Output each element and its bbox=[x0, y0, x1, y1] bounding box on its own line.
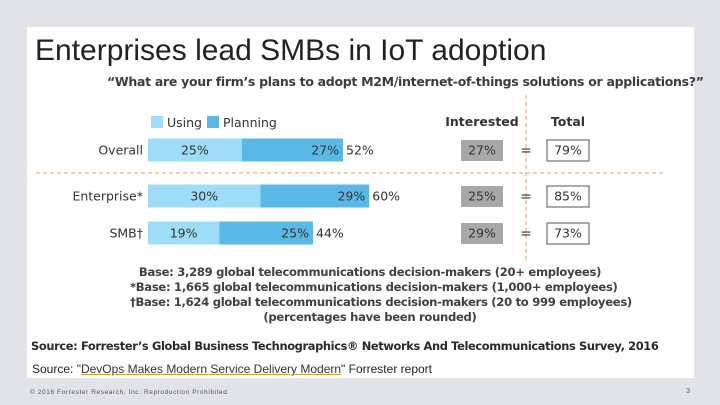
report-source-suffix: " Forrester report bbox=[341, 362, 432, 376]
chart-question: “What are your firm’s plans to adopt M2M… bbox=[107, 74, 704, 89]
base-note: †Base: 1,624 global telecommunications d… bbox=[130, 295, 632, 309]
base-note: Base: 3,289 global telecommunications de… bbox=[138, 265, 602, 279]
base-note: *Base: 1,665 global telecommunications d… bbox=[130, 280, 618, 294]
slide-title: Enterprises lead SMBs in IoT adoption bbox=[35, 34, 547, 67]
page-number: 3 bbox=[686, 388, 690, 395]
report-source-prefix: Source: " bbox=[32, 362, 81, 376]
copyright: © 2016 Forrester Research, Inc. Reproduc… bbox=[30, 389, 228, 396]
base-notes: Base: 3,289 global telecommunications de… bbox=[130, 265, 632, 325]
report-source: Source: "DevOps Makes Modern Service Del… bbox=[32, 362, 432, 376]
report-link[interactable]: DevOps Makes Modern Service Delivery Mod… bbox=[80, 362, 342, 376]
survey-source: Source: Forrester’s Global Business Tech… bbox=[31, 339, 659, 353]
base-note: (percentages have been rounded) bbox=[263, 310, 477, 324]
